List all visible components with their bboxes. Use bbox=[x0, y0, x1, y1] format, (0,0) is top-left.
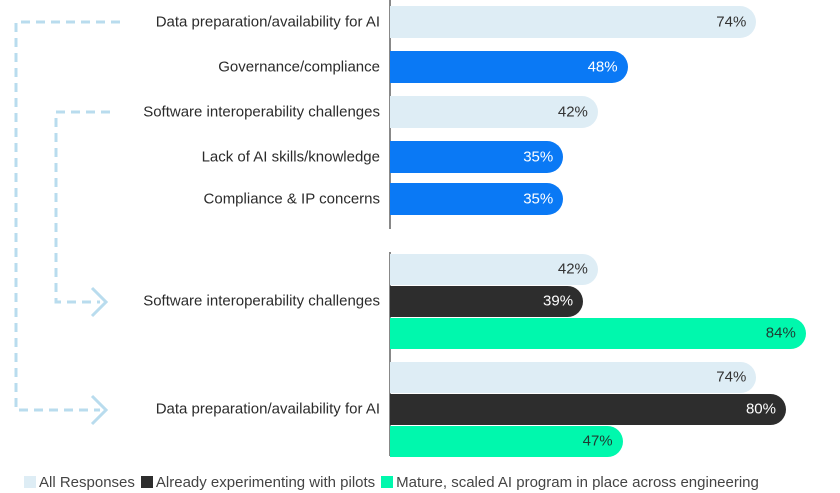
bar-all bbox=[390, 361, 757, 393]
bar-all bbox=[390, 253, 598, 285]
legend-label: Already experimenting with pilots bbox=[155, 474, 376, 491]
bar-pilots bbox=[390, 285, 584, 317]
data-label: 47% bbox=[582, 432, 613, 450]
data-label: 39% bbox=[543, 292, 574, 310]
bar-highlight bbox=[390, 51, 628, 83]
bar-pilots bbox=[390, 393, 786, 425]
connector-data-prep bbox=[14, 20, 120, 412]
data-label: 80% bbox=[745, 400, 776, 418]
category-label: Data preparation/availability for AI bbox=[155, 13, 380, 31]
legend-item: All Responses bbox=[24, 474, 135, 491]
legend-label: Mature, scaled AI program in place acros… bbox=[396, 474, 759, 491]
arrow-head-icon bbox=[90, 286, 109, 318]
bar-highlight bbox=[390, 141, 564, 173]
data-label: 42% bbox=[557, 260, 588, 278]
arrow-head-icon bbox=[90, 394, 109, 426]
category-label: Compliance & IP concerns bbox=[203, 190, 380, 208]
connector-software bbox=[54, 110, 110, 304]
legend-swatch bbox=[24, 476, 36, 488]
legend-label: All Responses bbox=[39, 474, 135, 491]
legend-item: Already experimenting with pilots bbox=[140, 474, 376, 491]
axis-line-bottom bbox=[389, 252, 391, 456]
data-label: 48% bbox=[587, 58, 618, 76]
legend-swatch bbox=[140, 476, 153, 488]
data-label: 74% bbox=[716, 368, 747, 386]
bar-highlight bbox=[390, 183, 564, 215]
legend: All Responses Already experimenting with … bbox=[24, 474, 759, 491]
data-label: 42% bbox=[557, 103, 588, 121]
category-label: Data preparation/availability for AI bbox=[155, 400, 380, 418]
category-label: Software interoperability challenges bbox=[143, 103, 380, 121]
bar-all bbox=[390, 96, 598, 128]
bar-mature bbox=[390, 317, 806, 349]
bar-all bbox=[390, 6, 757, 38]
category-label: Software interoperability challenges bbox=[143, 292, 380, 310]
data-label: 35% bbox=[523, 148, 554, 166]
data-label: 74% bbox=[716, 13, 747, 31]
data-label: 35% bbox=[523, 190, 554, 208]
axis-line-top bbox=[389, 0, 391, 229]
legend-item: Mature, scaled AI program in place acros… bbox=[381, 474, 759, 491]
category-label: Governance/compliance bbox=[218, 58, 380, 76]
category-label: Lack of AI skills/knowledge bbox=[201, 148, 380, 166]
bar-mature bbox=[390, 425, 623, 457]
legend-swatch bbox=[381, 476, 394, 488]
data-label: 84% bbox=[765, 324, 796, 342]
